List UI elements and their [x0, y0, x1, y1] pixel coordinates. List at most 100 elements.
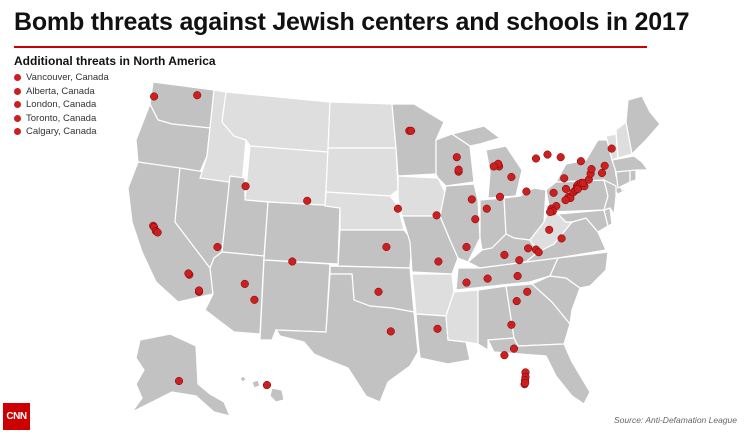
legend-item-label: Vancouver, Canada — [26, 72, 109, 83]
legend: Additional threats in North America Vanc… — [14, 54, 216, 139]
threat-dot — [150, 92, 159, 101]
threat-dot — [213, 242, 222, 252]
threat-dot — [434, 257, 443, 266]
threat-dot — [193, 91, 202, 100]
threat-dot — [483, 274, 492, 283]
threat-dot — [303, 196, 312, 205]
threat-dot — [500, 250, 509, 259]
threat-dot — [556, 153, 565, 162]
threat-dot — [288, 257, 297, 266]
state-maine — [625, 95, 661, 156]
threat-dot — [153, 228, 162, 237]
map-title: Bomb threats against Jewish centers and … — [14, 8, 690, 36]
threat-dot — [546, 207, 555, 217]
threat-dot — [374, 287, 383, 296]
state-alaska — [131, 333, 232, 417]
legend-dot-icon — [14, 87, 21, 95]
legend-dot-icon — [14, 74, 21, 82]
state-massachusetts — [611, 155, 650, 173]
threat-dot — [241, 182, 250, 191]
threat-dot — [561, 184, 571, 193]
legend-dot-icon — [14, 114, 21, 122]
legend-item-label: Calgary, Canada — [26, 126, 97, 137]
state-north-carolina — [529, 251, 609, 289]
state-colorado — [263, 201, 341, 265]
threat-dot — [482, 204, 491, 213]
legend-item-label: Alberta, Canada — [26, 85, 95, 97]
legend-item-label: London, Canada — [26, 99, 97, 110]
threat-dot — [462, 242, 471, 252]
state-hawaii — [239, 375, 285, 403]
threat-dot — [515, 256, 524, 265]
threat-dots-layer — [149, 91, 616, 390]
legend-list: Vancouver, Canada Alberta, Canada London, … — [14, 71, 216, 139]
threat-dot — [587, 165, 596, 174]
threat-dot — [534, 248, 543, 257]
threat-dot — [386, 327, 395, 336]
threat-dot — [597, 168, 607, 178]
threat-dot — [543, 150, 552, 159]
threat-dot — [262, 380, 272, 390]
threat-dot — [432, 211, 441, 220]
state-connecticut — [615, 169, 631, 189]
state-arizona — [204, 251, 265, 335]
threat-dot — [531, 154, 541, 163]
state-wyoming — [244, 145, 329, 207]
state-florida — [487, 337, 591, 405]
threat-dot — [500, 351, 509, 360]
state-kansas — [337, 229, 413, 269]
threat-dot — [184, 269, 193, 278]
threat-dot — [545, 225, 554, 234]
threat-dot — [523, 287, 532, 296]
legend-dot-icon — [14, 128, 21, 136]
threat-dot — [512, 297, 521, 306]
threat-dot — [522, 187, 531, 196]
title-rule — [14, 46, 647, 48]
threat-dot — [174, 376, 184, 386]
threat-dot — [507, 320, 516, 329]
threat-dot — [194, 286, 204, 295]
threat-dot — [382, 242, 391, 252]
state-north-dakota — [327, 101, 397, 149]
threat-dot — [576, 157, 585, 166]
threat-dot — [489, 162, 498, 171]
threat-dot — [495, 192, 505, 201]
legend-heading: Additional threats in North America — [14, 54, 216, 68]
state-texas — [274, 273, 419, 403]
threat-dot — [607, 144, 616, 153]
legend-item: Toronto, Canada — [14, 112, 216, 126]
threat-dot — [452, 153, 461, 162]
source-note: Source: Anti-Defamation League — [613, 415, 737, 425]
threat-dot — [433, 324, 442, 333]
threat-dot — [240, 279, 249, 288]
legend-item: Vancouver, Canada — [14, 71, 216, 85]
threat-dot — [513, 271, 522, 281]
threat-dot — [467, 195, 476, 204]
threat-dot — [600, 161, 609, 170]
threat-dot — [521, 378, 530, 387]
threat-dot — [454, 165, 463, 174]
threat-dot — [250, 295, 259, 304]
legend-item: London, Canada — [14, 98, 216, 112]
threat-dot — [471, 215, 480, 224]
threat-dot — [549, 188, 558, 197]
threat-dot — [393, 204, 402, 213]
legend-item: Calgary, Canada — [14, 125, 216, 139]
legend-item-label: Toronto, Canada — [26, 112, 97, 124]
cnn-logo: CNN — [3, 403, 30, 430]
state-new-jersey — [603, 178, 617, 216]
legend-dot-icon — [14, 101, 21, 109]
threat-dot — [507, 172, 516, 182]
threat-dot — [524, 244, 533, 253]
threat-dot — [462, 278, 471, 287]
legend-item: Alberta, Canada — [14, 85, 216, 99]
threat-dot — [407, 126, 416, 135]
state-iowa — [397, 175, 447, 217]
threat-dot — [509, 344, 519, 353]
threat-dot — [561, 196, 570, 205]
state-south-dakota — [325, 147, 399, 197]
threat-dot — [557, 234, 566, 243]
state-rhode-island — [629, 169, 637, 183]
states-layer — [127, 81, 661, 417]
